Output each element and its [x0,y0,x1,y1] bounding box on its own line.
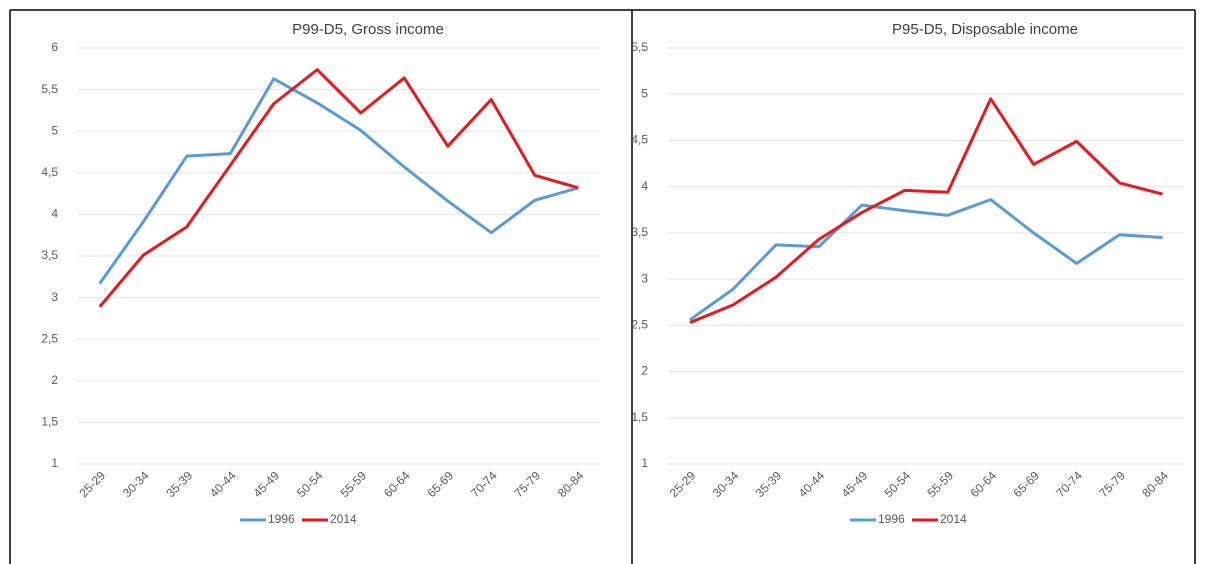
y-tick-label: 3,5 [631,225,648,239]
legend-label: 2014 [330,512,357,526]
x-tick-label: 45-49 [251,468,283,500]
y-tick-label: 3 [641,271,648,285]
series-line [689,97,1163,324]
chart-title: P95-D5, Disposable income [892,21,1078,38]
y-tick-label: 4 [641,179,648,193]
x-tick-label: 65-69 [1010,468,1042,500]
series-line [98,68,579,308]
x-tick-label: 60-64 [381,468,413,500]
y-tick-label: 5 [51,123,58,137]
y-tick-label: 4 [51,207,58,221]
x-tick-label: 50-54 [882,468,914,500]
y-tick-label: 5,5 [41,82,58,96]
y-tick-label: 2,5 [41,331,58,345]
x-tick-label: 30-34 [120,468,152,500]
x-tick-label: 40-44 [796,468,828,500]
x-tick-label: 25-29 [667,468,699,500]
x-tick-label: 70-74 [1053,468,1085,500]
y-tick-label: 2 [51,373,58,387]
x-tick-label: 30-34 [710,468,742,500]
x-tick-label: 25-29 [77,468,109,500]
chart-title: P99-D5, Gross income [292,21,444,38]
x-tick-label: 65-69 [425,468,457,500]
y-tick-label: 1 [51,456,58,470]
legend-label: 2014 [940,512,967,526]
y-tick-label: 1,5 [41,415,58,429]
y-tick-label: 5 [641,86,648,100]
legend-label: 1996 [268,512,295,526]
x-tick-label: 55-59 [338,468,370,500]
x-tick-label: 35-39 [164,468,196,500]
legend-label: 1996 [878,512,905,526]
y-tick-label: 3,5 [41,248,58,262]
x-tick-label: 40-44 [207,468,239,500]
y-tick-label: 4,5 [41,165,58,179]
x-tick-label: 55-59 [924,468,956,500]
y-tick-label: 1,5 [631,410,648,424]
x-tick-label: 80-84 [555,468,587,500]
x-tick-label: 50-54 [294,468,326,500]
x-tick-label: 75-79 [512,468,544,500]
y-tick-label: 2,5 [631,318,648,332]
y-tick-label: 1 [641,456,648,470]
x-tick-label: 45-49 [839,468,871,500]
x-tick-label: 70-74 [468,468,500,500]
y-tick-label: 6 [51,40,58,54]
y-tick-label: 2 [641,364,648,378]
series-line [689,198,1163,322]
x-tick-label: 35-39 [753,468,785,500]
y-tick-label: 4,5 [631,133,648,147]
x-tick-label: 75-79 [1096,468,1128,500]
x-tick-label: 60-64 [967,468,999,500]
y-tick-label: 3 [51,290,58,304]
y-tick-label: 5,5 [631,40,648,54]
series-line [98,77,579,285]
x-tick-label: 80-84 [1139,468,1171,500]
